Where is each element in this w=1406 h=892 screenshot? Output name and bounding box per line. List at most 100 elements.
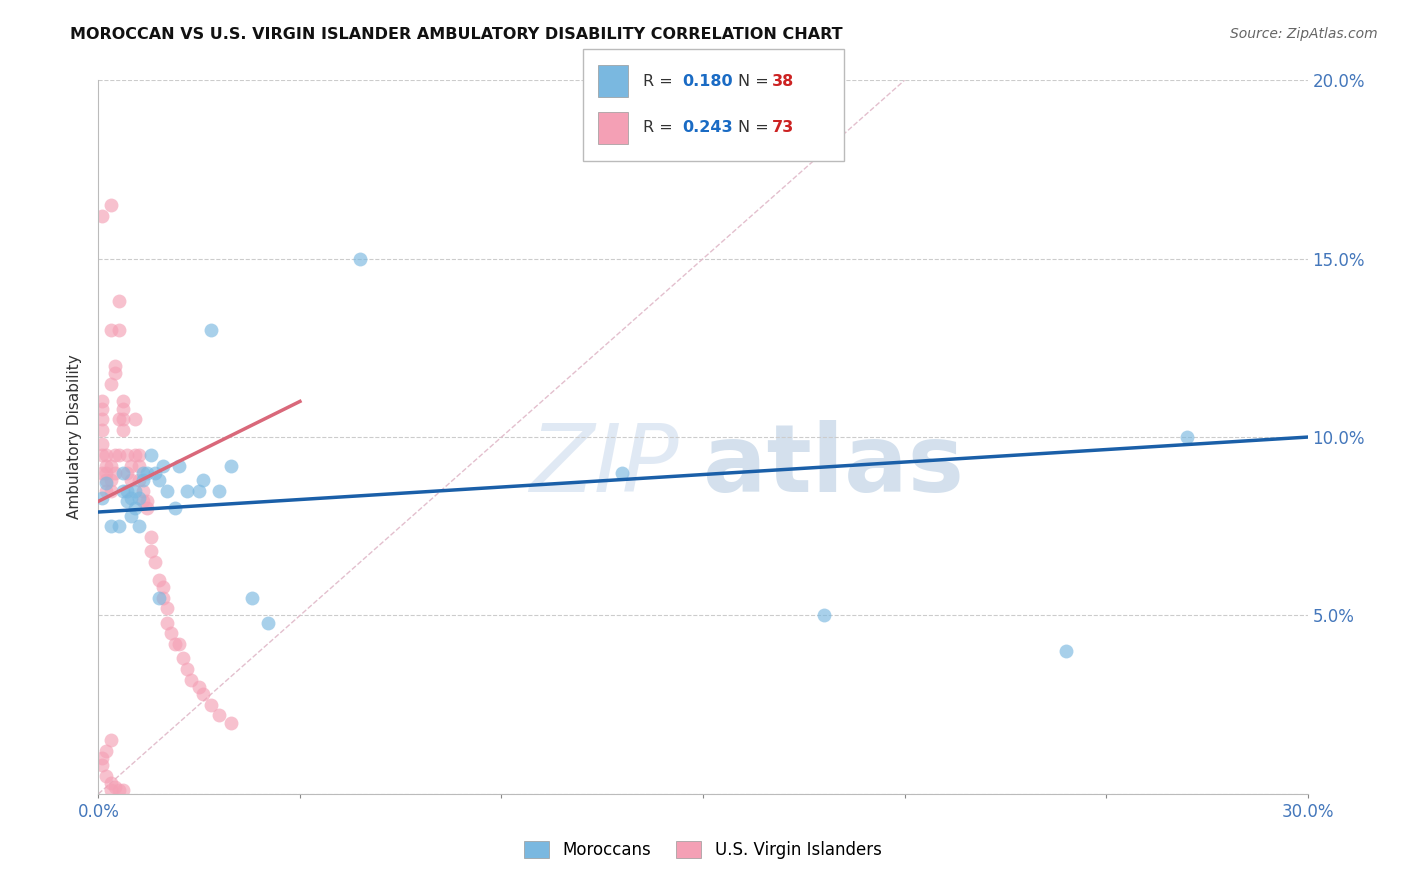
Point xyxy=(132,494,155,508)
Point xyxy=(188,483,211,498)
Point xyxy=(200,323,222,337)
Point xyxy=(103,359,125,373)
Point xyxy=(256,615,278,630)
Point xyxy=(100,458,122,473)
Point xyxy=(143,555,166,569)
Point xyxy=(91,394,114,409)
Text: R =: R = xyxy=(643,74,678,88)
Point xyxy=(91,401,114,416)
Point xyxy=(100,733,122,747)
Point xyxy=(200,698,222,712)
Point xyxy=(107,412,129,426)
Point xyxy=(91,751,114,765)
Point xyxy=(148,473,170,487)
Point xyxy=(240,591,263,605)
Point xyxy=(107,294,129,309)
Point xyxy=(135,466,157,480)
Point xyxy=(221,458,243,473)
Point xyxy=(1054,644,1077,658)
Point xyxy=(115,466,138,480)
Point xyxy=(128,491,150,505)
Point xyxy=(180,673,202,687)
Point xyxy=(128,458,150,473)
Point xyxy=(100,776,122,790)
Legend: Moroccans, U.S. Virgin Islanders: Moroccans, U.S. Virgin Islanders xyxy=(516,833,890,868)
Point xyxy=(100,323,122,337)
Point xyxy=(135,494,157,508)
Text: N =: N = xyxy=(738,120,775,135)
Point xyxy=(167,458,190,473)
Point xyxy=(100,519,122,533)
Point xyxy=(91,437,114,451)
Point xyxy=(111,483,134,498)
Point xyxy=(124,448,146,462)
Point xyxy=(96,476,118,491)
Point xyxy=(132,473,155,487)
Text: MOROCCAN VS U.S. VIRGIN ISLANDER AMBULATORY DISABILITY CORRELATION CHART: MOROCCAN VS U.S. VIRGIN ISLANDER AMBULAT… xyxy=(70,27,844,42)
Point xyxy=(91,466,114,480)
Point xyxy=(111,423,134,437)
Point xyxy=(152,591,174,605)
Point xyxy=(91,448,114,462)
Point xyxy=(152,458,174,473)
Point xyxy=(107,519,129,533)
Point xyxy=(143,466,166,480)
Point xyxy=(208,483,231,498)
Point xyxy=(813,608,835,623)
Point xyxy=(156,615,179,630)
Point xyxy=(132,483,155,498)
Point xyxy=(349,252,371,266)
Point xyxy=(163,637,186,651)
Point xyxy=(100,783,122,797)
Point xyxy=(107,783,129,797)
Point xyxy=(135,501,157,516)
Point xyxy=(91,209,114,223)
Point xyxy=(91,491,114,505)
Point xyxy=(124,501,146,516)
Point xyxy=(96,744,118,758)
Point xyxy=(96,466,118,480)
Y-axis label: Ambulatory Disability: Ambulatory Disability xyxy=(67,355,83,519)
Point xyxy=(160,626,183,640)
Point xyxy=(96,769,118,783)
Point xyxy=(221,715,243,730)
Point xyxy=(612,466,634,480)
Point xyxy=(100,473,122,487)
Point xyxy=(111,466,134,480)
Point xyxy=(107,448,129,462)
Point xyxy=(124,412,146,426)
Point xyxy=(208,708,231,723)
Point xyxy=(172,651,194,665)
Text: 0.243: 0.243 xyxy=(682,120,733,135)
Text: atlas: atlas xyxy=(703,419,965,512)
Point xyxy=(103,780,125,794)
Point xyxy=(111,401,134,416)
Point xyxy=(103,466,125,480)
Point xyxy=(193,473,215,487)
Point xyxy=(107,323,129,337)
Point xyxy=(139,530,162,544)
Point xyxy=(96,483,118,498)
Point xyxy=(120,473,142,487)
Point xyxy=(111,412,134,426)
Point xyxy=(124,483,146,498)
Point xyxy=(156,483,179,498)
Point xyxy=(163,501,186,516)
Point xyxy=(128,473,150,487)
Point xyxy=(167,637,190,651)
Point xyxy=(103,366,125,380)
Point xyxy=(115,448,138,462)
Point xyxy=(148,591,170,605)
Point xyxy=(120,458,142,473)
Text: 0.180: 0.180 xyxy=(682,74,733,88)
Point xyxy=(111,783,134,797)
Point xyxy=(91,758,114,772)
Point xyxy=(128,448,150,462)
Point xyxy=(148,573,170,587)
Point xyxy=(1175,430,1198,444)
Text: N =: N = xyxy=(738,74,775,88)
Point xyxy=(152,580,174,594)
Point xyxy=(96,448,118,462)
Point xyxy=(96,458,118,473)
Point xyxy=(115,483,138,498)
